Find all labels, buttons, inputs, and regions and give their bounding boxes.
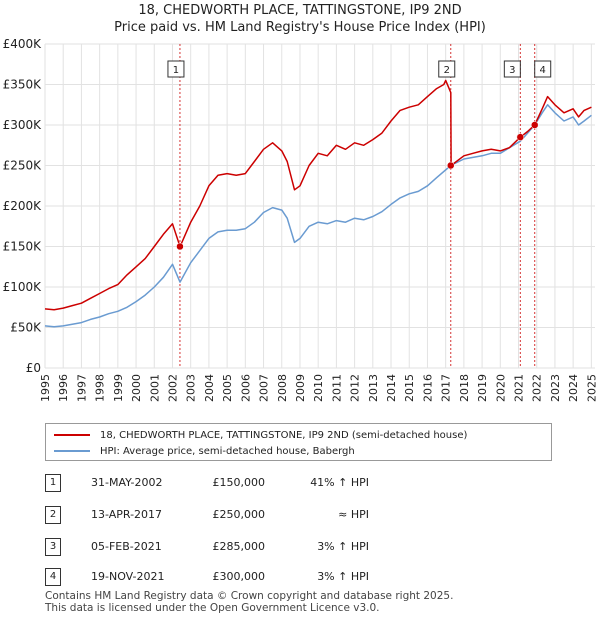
y-tick-label: £150K [3, 240, 43, 254]
transaction-label-number: 1 [173, 65, 179, 76]
x-tick-label: 2015 [403, 374, 416, 402]
x-tick-label: 2013 [367, 374, 380, 402]
row-price: £150,000 [212, 476, 266, 489]
property-price-line [44, 79, 592, 311]
legend-swatch-property [54, 434, 90, 436]
row-date: 31-MAY-2002 [91, 476, 163, 489]
grid [44, 43, 595, 369]
transaction-label-number: 2 [444, 65, 450, 76]
row-price: £285,000 [212, 540, 266, 553]
legend-label-hpi: HPI: Average price, semi-detached house,… [100, 445, 355, 457]
x-tick-label: 2000 [130, 374, 143, 402]
row-hpi: 41% ↑ HPI [310, 476, 369, 489]
transaction-point [516, 133, 525, 141]
row-number: 2 [45, 506, 61, 524]
x-tick-label: 2004 [203, 374, 216, 402]
x-tick-label: 1996 [57, 374, 70, 402]
row-price: £250,000 [212, 508, 266, 521]
transaction-point [530, 121, 539, 129]
x-tick-label: 2010 [312, 374, 325, 402]
row-date: 05-FEB-2021 [91, 540, 162, 553]
x-tick-label: 2020 [494, 374, 507, 402]
y-tick-label: £350K [3, 78, 43, 92]
transaction-labels: 1 2 3 4 [167, 60, 552, 78]
x-tick-label: 2022 [531, 374, 544, 402]
x-tick-label: 2009 [294, 374, 307, 402]
y-tick-label: £0 [26, 361, 41, 375]
row-date: 19-NOV-2021 [91, 570, 165, 583]
transaction-points [176, 121, 539, 251]
x-tick-label: 2018 [458, 374, 471, 402]
transaction-point [176, 242, 184, 251]
x-tick-label: 2017 [440, 374, 453, 402]
footer-license: This data is licensed under the Open Gov… [45, 602, 380, 614]
transaction-point [447, 161, 455, 170]
y-tick-label: £50K [10, 321, 42, 335]
transaction-label-box [534, 60, 552, 78]
x-tick-label: 1998 [94, 374, 107, 402]
x-tick-label: 2016 [421, 374, 434, 402]
footer-copyright: Contains HM Land Registry data © Crown c… [45, 590, 454, 602]
x-tick-label: 2014 [385, 374, 398, 402]
x-tick-label: 1997 [75, 374, 88, 402]
x-tick-label: 2003 [185, 374, 198, 402]
footer: Contains HM Land Registry data © Crown c… [45, 590, 453, 614]
transaction-label-box [503, 60, 521, 78]
table-row: 3 05-FEB-2021 £285,000 3% ↑ HPI [45, 538, 565, 558]
axes: £0 £50K £100K £150K £200K £250K £300K £350K £400… [3, 37, 599, 402]
row-hpi: 3% ↑ HPI [317, 570, 369, 583]
table-row: 1 31-MAY-2002 £150,000 41% ↑ HPI [45, 474, 565, 494]
row-number: 1 [45, 474, 61, 492]
row-date: 13-APR-2017 [91, 508, 163, 521]
x-tick-label: 2008 [276, 374, 289, 402]
x-tick-label: 2023 [549, 374, 562, 402]
legend-label-property: 18, CHEDWORTH PLACE, TATTINGSTONE, IP9 2… [100, 429, 468, 441]
table-row: 4 19-NOV-2021 £300,000 3% ↑ HPI [45, 568, 565, 588]
x-tick-label: 2007 [258, 374, 271, 402]
row-hpi: ≈ HPI [338, 508, 369, 521]
transaction-label-box [438, 60, 456, 78]
chart-subtitle: Price paid vs. HM Land Registry's House … [114, 20, 486, 35]
row-hpi: 3% ↑ HPI [317, 540, 369, 553]
transaction-label-box [167, 60, 185, 78]
row-price: £300,000 [212, 570, 266, 583]
x-tick-label: 2021 [513, 374, 526, 402]
legend-swatch-hpi [54, 450, 90, 452]
row-number: 4 [45, 568, 61, 586]
table-row: 2 13-APR-2017 £250,000 ≈ HPI [45, 506, 565, 526]
x-tick-label: 2006 [239, 374, 252, 402]
chart-title: 18, CHEDWORTH PLACE, TATTINGSTONE, IP9 2… [138, 3, 462, 18]
x-tick-label: 2012 [349, 374, 362, 402]
transaction-label-number: 3 [509, 65, 515, 76]
row-number: 3 [45, 538, 61, 556]
hpi-line [44, 104, 592, 328]
x-tick-label: 2024 [567, 374, 580, 402]
y-tick-label: £250K [3, 159, 43, 173]
legend: 18, CHEDWORTH PLACE, TATTINGSTONE, IP9 2… [45, 423, 552, 461]
y-tick-label: £300K [3, 118, 43, 132]
x-tick-label: 1999 [112, 374, 125, 402]
legend-entry-hpi: HPI: Average price, semi-detached house,… [54, 444, 355, 458]
legend-entry-property: 18, CHEDWORTH PLACE, TATTINGSTONE, IP9 2… [54, 428, 467, 442]
x-tick-label: 2002 [166, 374, 179, 402]
y-tick-label: £400K [3, 37, 43, 51]
x-tick-label: 1995 [39, 374, 52, 402]
x-tick-label: 2001 [148, 374, 161, 402]
y-tick-label: £100K [3, 280, 43, 294]
x-tick-label: 2005 [221, 374, 234, 402]
price-chart: 1 2 3 4 £0 £50K £100K £150K £200K £250K £300K £350… [3, 37, 599, 402]
x-tick-label: 2019 [476, 374, 489, 402]
transaction-label-number: 4 [540, 65, 546, 76]
x-tick-label: 2025 [585, 374, 598, 402]
x-tick-label: 2011 [330, 374, 343, 402]
series [44, 79, 592, 328]
y-tick-label: £200K [3, 199, 43, 213]
